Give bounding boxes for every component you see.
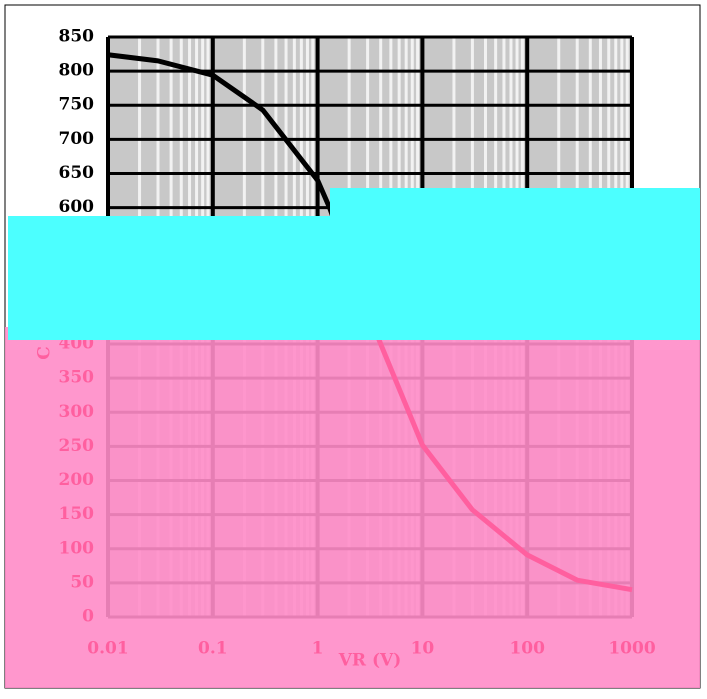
- y-tick-label: 150: [59, 504, 95, 524]
- y-tick-label: 750: [59, 95, 95, 115]
- y-tick-label: 300: [59, 402, 95, 422]
- x-tick-label: 1000: [608, 639, 655, 659]
- cyan-band: [8, 216, 700, 340]
- y-tick-label: 200: [59, 470, 95, 490]
- y-tick-label: 350: [59, 368, 95, 388]
- pink-band: [5, 327, 700, 688]
- x-axis-label: VR (V): [338, 651, 402, 671]
- y-tick-label: 800: [59, 61, 95, 81]
- y-tick-label: 650: [59, 163, 95, 183]
- y-tick-label: 100: [59, 538, 95, 558]
- y-tick-label: 250: [59, 436, 95, 456]
- x-tick-label: 10: [411, 639, 435, 659]
- y-tick-label: 0: [82, 607, 94, 627]
- x-tick-label: 1: [312, 639, 324, 659]
- y-tick-label: 50: [70, 572, 94, 592]
- y-tick-label: 850: [59, 27, 95, 47]
- y-tick-label: 600: [59, 197, 95, 217]
- y-tick-label: 700: [59, 129, 95, 149]
- x-tick-label: 100: [509, 639, 545, 659]
- x-tick-label: 0.01: [87, 639, 128, 659]
- cyan-band: [330, 188, 700, 218]
- x-tick-label: 0.1: [198, 639, 228, 659]
